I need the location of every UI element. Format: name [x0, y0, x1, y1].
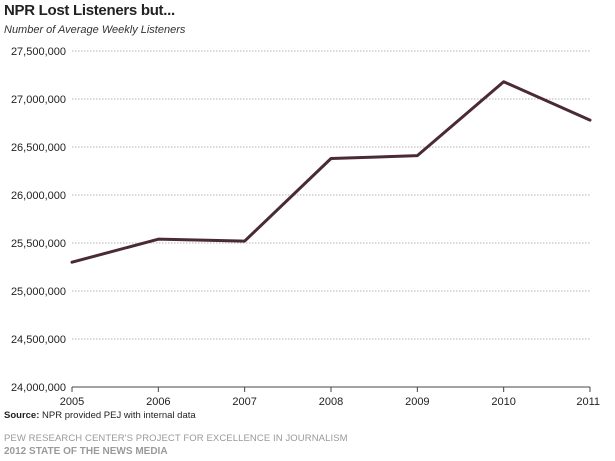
y-tick-label: 26,000,000 — [11, 190, 66, 202]
source-text: NPR provided PEJ with internal data — [42, 410, 196, 421]
series-group — [70, 80, 592, 264]
x-tick-label: 2009 — [405, 396, 429, 408]
chart-title: NPR Lost Listeners but... — [4, 2, 175, 19]
chart-subtitle: Number of Average Weekly Listeners — [4, 24, 186, 36]
series-line — [70, 80, 592, 264]
x-tick-label: 2010 — [491, 396, 515, 408]
y-tick-label: 27,000,000 — [11, 94, 66, 106]
y-tick-label: 25,000,000 — [11, 286, 66, 298]
x-tick-label: 2006 — [146, 396, 170, 408]
source-label: Source: — [4, 410, 40, 421]
footer-org: PEW RESEARCH CENTER'S PROJECT FOR EXCELL… — [4, 433, 348, 444]
y-tick-label: 25,500,000 — [11, 238, 66, 250]
footer-report: 2012 STATE OF THE NEWS MEDIA — [4, 446, 168, 457]
y-tick-label: 27,500,000 — [11, 46, 66, 58]
x-tick-label: 2008 — [319, 396, 343, 408]
y-tick-label: 26,500,000 — [11, 142, 66, 154]
y-tick-label: 24,500,000 — [11, 334, 66, 346]
x-tick-label: 2011 — [576, 396, 600, 408]
source-note: Source: NPR provided PEJ with internal d… — [4, 410, 196, 421]
x-tick-label: 2007 — [232, 396, 256, 408]
y-tick-label: 24,000,000 — [11, 382, 66, 394]
gridlines — [72, 50, 590, 340]
y-axis-ticks: 24,000,000 24,500,000 25,000,000 25,500,000… — [11, 46, 66, 394]
x-tick-label: 2005 — [60, 396, 84, 408]
x-axis-ticks: 2005 2006 2007 2008 2009 2010 2011 — [60, 387, 600, 408]
